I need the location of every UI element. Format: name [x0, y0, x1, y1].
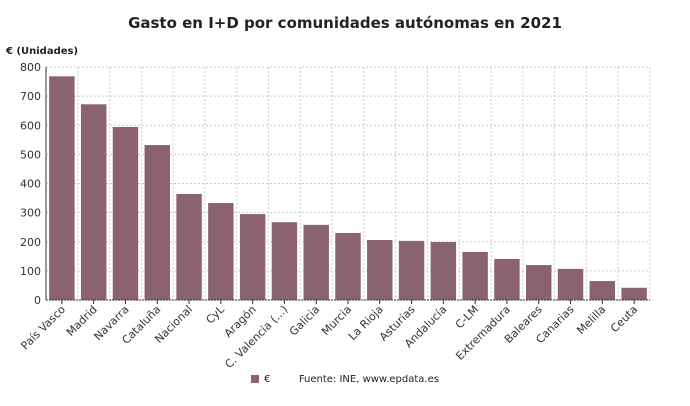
y-tick-label: 300 — [20, 207, 41, 220]
y-tick-label: 700 — [20, 90, 41, 103]
bar — [398, 240, 425, 300]
bar — [49, 76, 75, 300]
bar — [335, 233, 361, 300]
bar — [303, 224, 329, 300]
source-note: Fuente: INE, www.epdata.es — [298, 374, 439, 385]
bar — [367, 240, 393, 300]
bar — [526, 265, 552, 300]
x-tick-label: Melilla — [574, 303, 608, 337]
y-tick-label: 800 — [20, 61, 41, 74]
x-tick-label: Galicia — [287, 303, 323, 339]
y-tick-label: 600 — [20, 119, 41, 132]
bar — [621, 287, 647, 300]
x-tick-label: CyL — [203, 302, 227, 326]
x-tick-label: País Vasco — [18, 303, 68, 353]
bar — [557, 268, 584, 300]
bar — [462, 251, 488, 300]
x-tick-label: C-LM — [453, 303, 481, 331]
legend-label: € — [264, 374, 271, 385]
y-tick-label: 400 — [20, 178, 41, 191]
legend: € Fuente: INE, www.epdata.es — [0, 374, 690, 385]
y-axis-label: € (Unidades) — [6, 46, 79, 57]
bar — [80, 104, 107, 300]
bar — [239, 214, 266, 300]
y-tick-label: 500 — [20, 148, 41, 161]
y-tick-label: 0 — [34, 294, 41, 307]
bar — [430, 242, 457, 300]
x-tick-label: Ceuta — [608, 303, 640, 335]
bar — [494, 258, 520, 300]
y-tick-label: 200 — [20, 236, 41, 249]
bar — [144, 145, 170, 300]
bar — [112, 126, 139, 300]
bar — [271, 222, 298, 300]
bar — [176, 193, 202, 300]
chart-title: Gasto en I+D por comunidades autónomas e… — [128, 14, 562, 32]
y-tick-label: 100 — [20, 265, 41, 278]
legend-swatch — [251, 375, 260, 383]
bar — [589, 281, 616, 300]
bar — [208, 203, 234, 300]
